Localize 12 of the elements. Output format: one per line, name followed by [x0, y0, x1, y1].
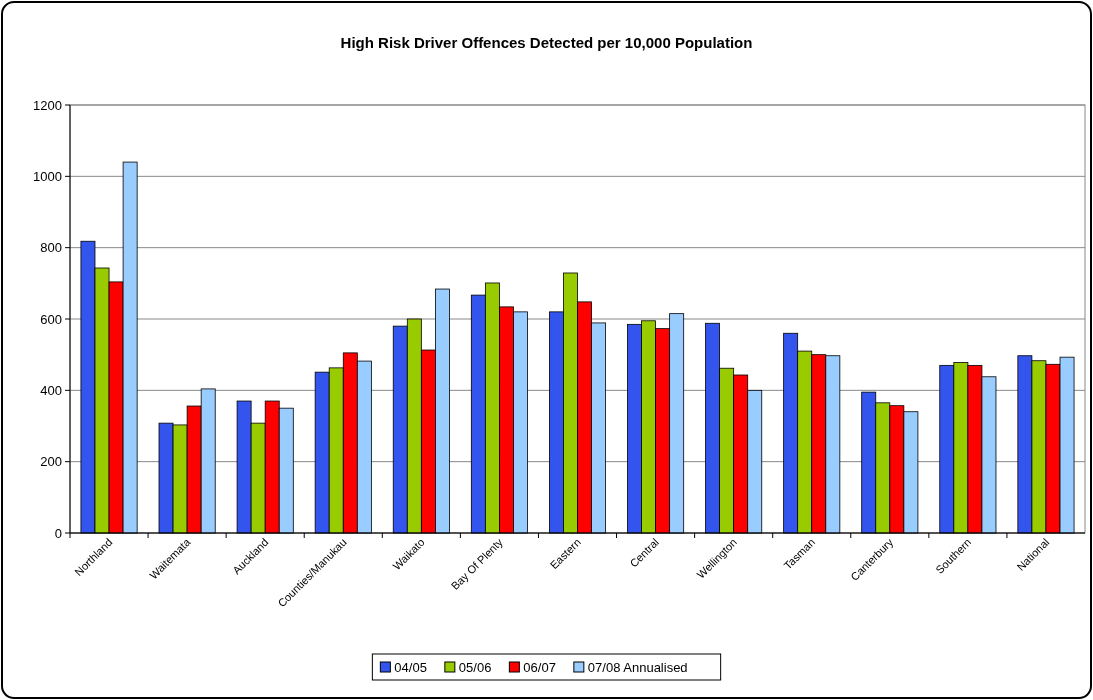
y-tick-label: 400: [40, 382, 62, 398]
y-tick-label: 1000: [33, 168, 62, 184]
legend-label: 04/05: [394, 659, 427, 675]
y-tick-label: 0: [54, 525, 62, 541]
legend-label: 06/07: [523, 659, 556, 675]
y-tick-label: 600: [40, 311, 62, 327]
y-tick-label: 800: [40, 240, 62, 256]
y-tick-label: 200: [40, 454, 62, 470]
legend-label: 07/08 Annualised: [587, 659, 688, 675]
chart-title: High Risk Driver Offences Detected per 10,000 Population: [340, 34, 753, 51]
legend-label: 05/06: [458, 659, 492, 675]
y-tick-label: 1200: [33, 97, 62, 113]
